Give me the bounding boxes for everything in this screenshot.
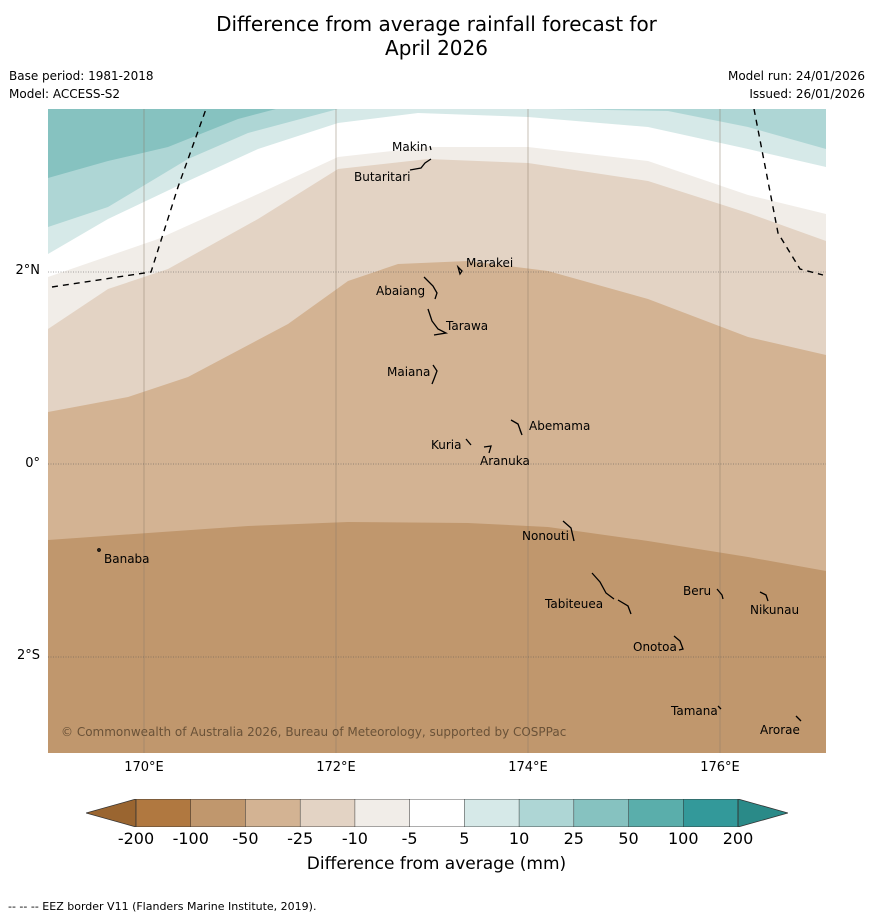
label-tarawa: Tarawa <box>445 319 488 333</box>
title-line-2: April 2026 <box>385 36 488 60</box>
label-butaritari: Butaritari <box>354 170 411 184</box>
colorbar-cells <box>136 799 739 827</box>
label-onotoa: Onotoa <box>633 640 677 654</box>
label-maiana: Maiana <box>387 365 430 379</box>
copyright-notice: © Commonwealth of Australia 2026, Bureau… <box>61 725 566 739</box>
colorbar-tick-label: 10 <box>508 829 530 848</box>
colorbar-cell <box>136 799 192 827</box>
island-tamana <box>717 705 722 710</box>
colorbar-cell <box>409 799 465 827</box>
label-nonouti: Nonouti <box>522 529 569 543</box>
graticule <box>143 109 721 753</box>
colorbar-cell <box>519 799 575 827</box>
island-abemama <box>510 419 523 436</box>
island-nikunau <box>759 591 769 602</box>
colorbar-cell <box>683 799 739 827</box>
label-nikunau: Nikunau <box>750 603 799 617</box>
lat-label-2n: 2°N <box>15 263 41 278</box>
island-abaiang <box>423 276 438 300</box>
label-tamana: Tamana <box>670 704 718 718</box>
island-shapes <box>97 145 802 722</box>
colorbar-cell <box>464 799 520 827</box>
colorbar-tick-label: -25 <box>287 829 314 848</box>
island-arorae <box>795 715 802 722</box>
title-line-1: Difference from average rainfall forecas… <box>216 12 657 36</box>
colorbar-extend-low <box>86 799 137 827</box>
island-butaritari <box>409 158 432 171</box>
island-banaba <box>97 548 101 552</box>
label-makin: Makin <box>392 140 428 154</box>
band-plus-50 <box>48 109 276 178</box>
label-arorae: Arorae <box>760 723 800 737</box>
island-nonouti <box>562 520 575 542</box>
label-abaiang: Abaiang <box>376 284 425 298</box>
island-maiana <box>431 364 438 385</box>
island-onotoa <box>673 635 684 651</box>
island-marakei <box>456 264 463 276</box>
lon-label-170e: 170°E <box>124 760 164 775</box>
lat-label-2s: 2°S <box>16 648 40 663</box>
colorbar-tick-label: 5 <box>459 829 470 848</box>
issued-date: Issued: 26/01/2026 <box>749 87 865 101</box>
eez-footnote: -- -- -- EEZ border V11 (Flanders Marine… <box>8 900 317 913</box>
forecast-map: Makin Butaritari Marakei Abaiang Tarawa … <box>48 109 826 753</box>
colorbar-tick-label: -200 <box>117 829 155 848</box>
island-kuria <box>465 438 472 446</box>
model-run: Model run: 24/01/2026 <box>727 69 865 83</box>
colorbar-tick-label: -100 <box>172 829 209 848</box>
lon-label-176e: 176°E <box>700 760 740 775</box>
map-svg: Makin Butaritari Marakei Abaiang Tarawa … <box>48 109 826 753</box>
meta-right: Model run: 24/01/2026 Issued: 26/01/2026 <box>728 67 865 103</box>
colorbar-cell <box>628 799 684 827</box>
label-beru: Beru <box>683 584 711 598</box>
model-name: Model: ACCESS-S2 <box>9 87 121 101</box>
label-tabiteuea: Tabiteuea <box>544 597 603 611</box>
island-tarawa <box>427 308 449 336</box>
label-kuria: Kuria <box>431 438 462 452</box>
lon-label-172e: 172°E <box>316 760 356 775</box>
island-labels: Makin Butaritari Marakei Abaiang Tarawa … <box>104 140 800 737</box>
colorbar-tick-label: 50 <box>618 829 639 848</box>
colorbar-tick-label: -10 <box>341 829 368 848</box>
label-abemama: Abemama <box>529 419 590 433</box>
meta-left: Base period: 1981-2018 Model: ACCESS-S2 <box>9 67 154 103</box>
colorbar-tick-label: -5 <box>401 829 418 848</box>
colorbar-cell <box>354 799 410 827</box>
base-period: Base period: 1981-2018 <box>9 69 154 83</box>
label-aranuka: Aranuka <box>480 454 530 468</box>
colorbar-cell <box>300 799 356 827</box>
colorbar-cell <box>573 799 629 827</box>
island-tabiteuea <box>591 572 632 615</box>
lon-label-174e: 174°E <box>508 760 548 775</box>
label-banaba: Banaba <box>104 552 150 566</box>
lat-label-0: 0° <box>25 456 40 471</box>
chart-title: Difference from average rainfall forecas… <box>0 12 873 60</box>
colorbar-tick-label: -50 <box>232 829 259 848</box>
colorbar-label: Difference from average (mm) <box>306 854 567 874</box>
island-aranuka <box>483 445 492 454</box>
label-marakei: Marakei <box>466 256 513 270</box>
band-plus-10 <box>48 109 826 254</box>
colorbar-cell <box>245 799 301 827</box>
eez-border <box>51 109 824 288</box>
colorbar-tick-label: 25 <box>563 829 584 848</box>
lat-lines <box>48 271 826 658</box>
colorbar-tick-label: 100 <box>667 829 699 848</box>
colorbar-cell <box>190 799 246 827</box>
island-makin <box>429 145 432 151</box>
colorbar-extend-high <box>737 799 788 827</box>
island-beru <box>716 588 724 600</box>
colorbar <box>86 799 788 827</box>
colorbar-frame <box>135 799 739 827</box>
colorbar-tick-label: 200 <box>722 829 754 848</box>
